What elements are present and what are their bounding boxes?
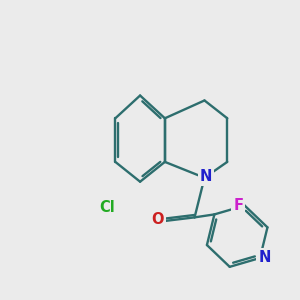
Text: O: O [151, 212, 164, 227]
Text: Cl: Cl [100, 200, 115, 215]
Text: F: F [233, 198, 243, 213]
Text: N: N [258, 250, 271, 266]
Text: N: N [200, 169, 212, 184]
